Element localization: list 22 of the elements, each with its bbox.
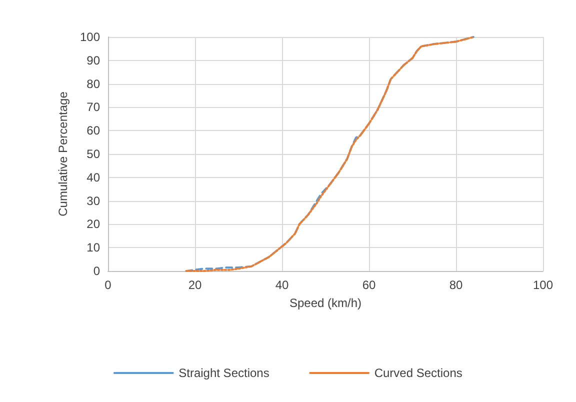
x-axis-title: Speed (km/h) (289, 296, 362, 310)
y-tick-label: 90 (86, 53, 100, 68)
x-tick-label: 100 (532, 278, 554, 292)
legend-label: Curved Sections (374, 366, 462, 380)
x-tick-label: 80 (449, 278, 463, 292)
y-tick-label: 50 (86, 147, 100, 161)
y-tick-label: 80 (86, 76, 100, 91)
y-tick-label: 30 (86, 194, 100, 208)
line-series (185, 36, 474, 272)
y-tick-label: 0 (93, 264, 100, 278)
x-tick-label: 40 (275, 278, 289, 292)
x-tick-label: 0 (104, 278, 112, 292)
y-tick-label: 70 (86, 100, 100, 114)
y-axis-title: Cumulative Percentage (56, 91, 70, 216)
y-tick-label: 60 (86, 124, 100, 138)
y-tick-label: 40 (86, 170, 100, 184)
x-tick-label: 20 (188, 278, 202, 292)
y-tick-label: 100 (80, 30, 100, 44)
x-tick-label: 60 (362, 278, 376, 292)
y-tick-label: 20 (86, 217, 100, 232)
legend-label: Straight Sections (178, 366, 270, 380)
y-tick-label: 10 (86, 240, 100, 255)
